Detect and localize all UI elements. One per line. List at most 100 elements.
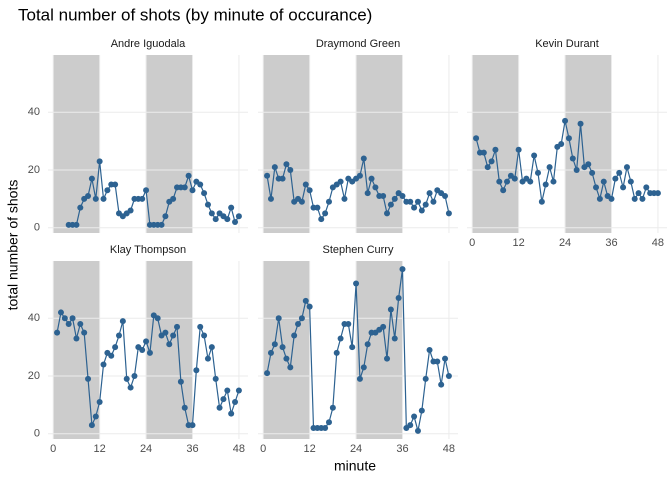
y-tick-label: 0 xyxy=(34,428,40,440)
x-tick-label: 24 xyxy=(559,237,571,249)
point xyxy=(418,407,425,414)
point xyxy=(589,169,596,176)
point xyxy=(434,358,441,365)
point xyxy=(384,210,391,217)
point xyxy=(411,413,418,420)
shaded-quarter xyxy=(356,55,403,233)
point xyxy=(69,315,76,322)
point xyxy=(600,178,607,185)
x-tick-label: 0 xyxy=(260,443,266,455)
x-tick-label: 12 xyxy=(513,237,525,249)
point xyxy=(542,181,549,188)
point xyxy=(57,309,64,316)
point xyxy=(445,373,452,380)
point xyxy=(364,190,371,197)
point xyxy=(349,344,356,351)
x-tick-label: 48 xyxy=(652,237,664,249)
point xyxy=(612,175,619,182)
point xyxy=(189,422,196,429)
chart-title: Total number of shots (by minute of occu… xyxy=(18,5,372,24)
y-tick-label: 40 xyxy=(28,106,40,118)
point xyxy=(235,387,242,394)
point xyxy=(515,146,522,153)
point xyxy=(88,422,95,429)
y-tick-label: 40 xyxy=(28,312,40,324)
point xyxy=(100,361,107,368)
point xyxy=(177,378,184,385)
point xyxy=(546,164,553,171)
point xyxy=(287,364,294,371)
point xyxy=(275,315,282,322)
point xyxy=(488,158,495,165)
shaded-quarter xyxy=(263,55,310,233)
point xyxy=(596,195,603,202)
point xyxy=(558,141,565,147)
point xyxy=(492,146,499,153)
point xyxy=(143,187,150,194)
point xyxy=(414,427,421,434)
point xyxy=(329,404,336,411)
shaded-quarter xyxy=(356,261,403,439)
shaded-quarter xyxy=(146,55,193,233)
point xyxy=(108,352,115,359)
point xyxy=(411,204,418,211)
point xyxy=(445,210,452,217)
point xyxy=(372,184,379,191)
point xyxy=(201,332,208,339)
point xyxy=(279,175,286,182)
y-tick-label: 20 xyxy=(28,370,40,382)
point xyxy=(527,178,534,185)
point xyxy=(322,425,329,432)
point xyxy=(387,201,394,208)
shaded-quarter xyxy=(53,261,100,439)
point xyxy=(395,294,402,301)
x-tick-label: 12 xyxy=(304,443,316,455)
point xyxy=(337,178,344,185)
point xyxy=(104,187,111,194)
point xyxy=(368,175,375,182)
x-tick-label: 48 xyxy=(233,443,245,455)
point xyxy=(314,204,321,211)
point xyxy=(325,419,332,426)
point xyxy=(131,373,138,380)
point xyxy=(201,190,208,197)
point xyxy=(212,375,219,382)
point xyxy=(593,184,600,191)
point xyxy=(189,187,196,194)
point xyxy=(438,381,445,388)
point xyxy=(264,370,271,377)
point xyxy=(204,355,211,362)
point xyxy=(298,198,305,205)
point xyxy=(569,155,576,162)
point xyxy=(391,195,398,202)
point xyxy=(562,117,569,124)
point xyxy=(473,135,480,142)
point xyxy=(112,181,119,188)
point xyxy=(325,198,332,205)
point xyxy=(174,323,181,330)
point xyxy=(422,375,429,382)
point xyxy=(224,387,231,394)
point xyxy=(264,172,271,179)
point xyxy=(154,315,161,322)
point xyxy=(127,207,134,214)
point xyxy=(442,193,449,200)
shaded-quarter xyxy=(472,55,519,233)
point xyxy=(208,344,215,351)
point xyxy=(170,195,177,202)
point xyxy=(643,184,650,191)
point xyxy=(162,329,169,336)
point xyxy=(271,164,278,171)
point xyxy=(166,341,173,348)
point xyxy=(295,320,302,327)
point xyxy=(54,329,61,336)
point xyxy=(181,184,188,191)
point xyxy=(534,169,541,176)
point xyxy=(193,367,200,374)
facet-label: Klay Thompson xyxy=(110,244,186,256)
point xyxy=(480,149,487,156)
point xyxy=(608,195,615,202)
point xyxy=(399,193,406,200)
point xyxy=(306,303,313,310)
